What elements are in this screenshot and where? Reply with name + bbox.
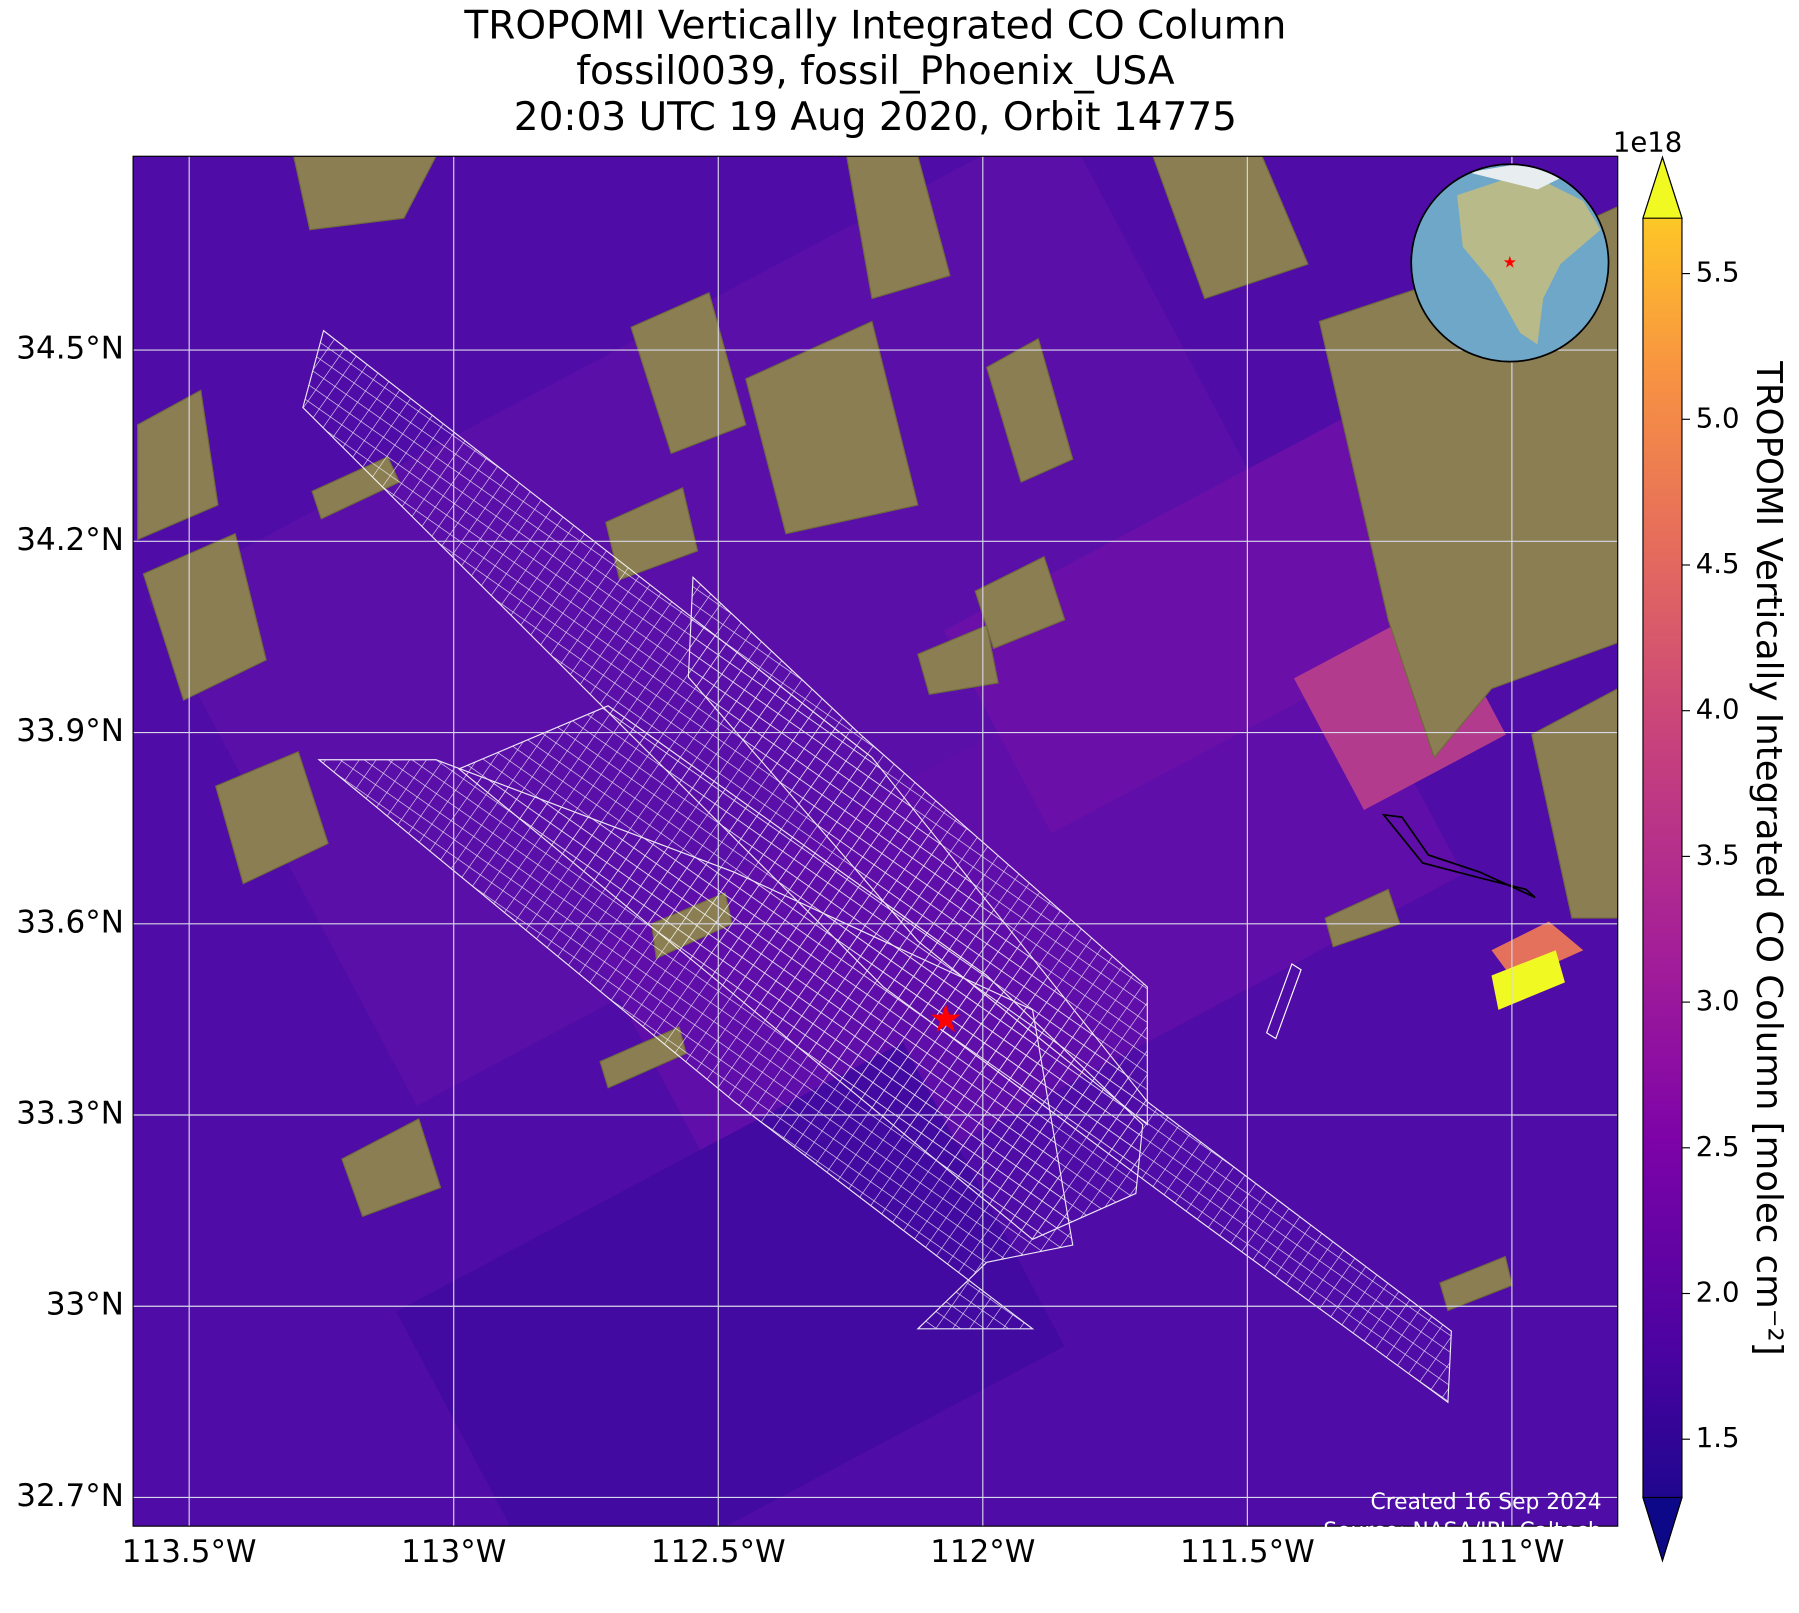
colorbar-extend-max <box>1642 155 1683 219</box>
colorbar-tick-label: 3.0 <box>1696 985 1740 1017</box>
colorbar-tick-label: 4.0 <box>1696 694 1740 726</box>
title-line: 20:03 UTC 19 Aug 2020, Orbit 14775 <box>514 95 1237 140</box>
title-line: TROPOMI Vertically Integrated CO Column <box>463 3 1286 48</box>
footer-text: Created 16 Sep 2024 <box>1370 1490 1601 1515</box>
co-pixel-high <box>1491 921 1584 982</box>
mesh-strip <box>1265 963 1302 1040</box>
imagery-tiles <box>137 156 1618 1312</box>
y-tick-label: 33°N <box>46 1287 124 1323</box>
x-tick-label: 113.5°W <box>122 1534 257 1570</box>
grid <box>133 156 1618 1527</box>
colorbar-extend-min <box>1642 1496 1683 1563</box>
y-tick-label: 32.7°N <box>16 1478 124 1514</box>
colorbar-body <box>1642 155 1683 1563</box>
title-block: TROPOMI Vertically Integrated CO Columnf… <box>463 3 1286 140</box>
y-tick-label: 34.5°N <box>16 331 124 367</box>
colorbar-tick-label: 5.0 <box>1696 402 1740 434</box>
footer-text: Source: NASA/JPL-Caltech <box>1323 1519 1601 1544</box>
x-tick-label: 112°W <box>930 1534 1035 1570</box>
y-tick-label: 33.6°N <box>16 904 124 940</box>
globe-outline <box>1410 163 1610 363</box>
lake-outline <box>1381 813 1536 899</box>
x-tick-label: 113°W <box>401 1534 506 1570</box>
y-tick-label: 34.2°N <box>16 522 124 558</box>
x-tick-label: 111.5°W <box>1180 1534 1315 1570</box>
y-tick-label: 33.3°N <box>16 1096 124 1132</box>
colorbar-tick-label: 2.5 <box>1696 1131 1740 1163</box>
colorbar-tick-label: 3.5 <box>1696 839 1740 871</box>
colorbar-tick-label: 4.5 <box>1696 548 1740 580</box>
colorbar-tick-label: 2.0 <box>1696 1276 1740 1308</box>
colorbar: 1.5 2.0 2.5 3.0 3.5 4.0 4.5 5.0 5.5 1e18 TROPOMI V… <box>1613 127 1789 1563</box>
map-frame <box>132 155 1619 1527</box>
x-tick-label: 112.5°W <box>651 1534 786 1570</box>
co-pixel-max <box>1491 950 1565 1010</box>
map-area: ★ <box>133 156 1618 1527</box>
y-tick-label: 33.9°N <box>16 713 124 749</box>
colorbar-multiplier: 1e18 <box>1613 127 1682 159</box>
x-tick-label: 111°W <box>1459 1534 1564 1570</box>
colorbar-label: TROPOMI Vertically Integrated CO Column … <box>1748 360 1789 1355</box>
title-line: fossil0039, fossil_Phoenix_USA <box>576 49 1175 94</box>
plume-mesh <box>302 329 1452 1404</box>
footer: Created 16 Sep 2024 Source: NASA/JPL-Calt… <box>1323 1490 1601 1544</box>
colorbar-tick-label: 1.5 <box>1696 1422 1740 1454</box>
site-marker: ★ <box>928 997 963 1042</box>
colorbar-tick-label: 5.5 <box>1696 257 1740 289</box>
axes: 113.5°W 113°W 112.5°W 112°W 111.5°W 111°W 32.7… <box>16 331 1564 1571</box>
globe-site-marker: ★ <box>1503 252 1517 271</box>
